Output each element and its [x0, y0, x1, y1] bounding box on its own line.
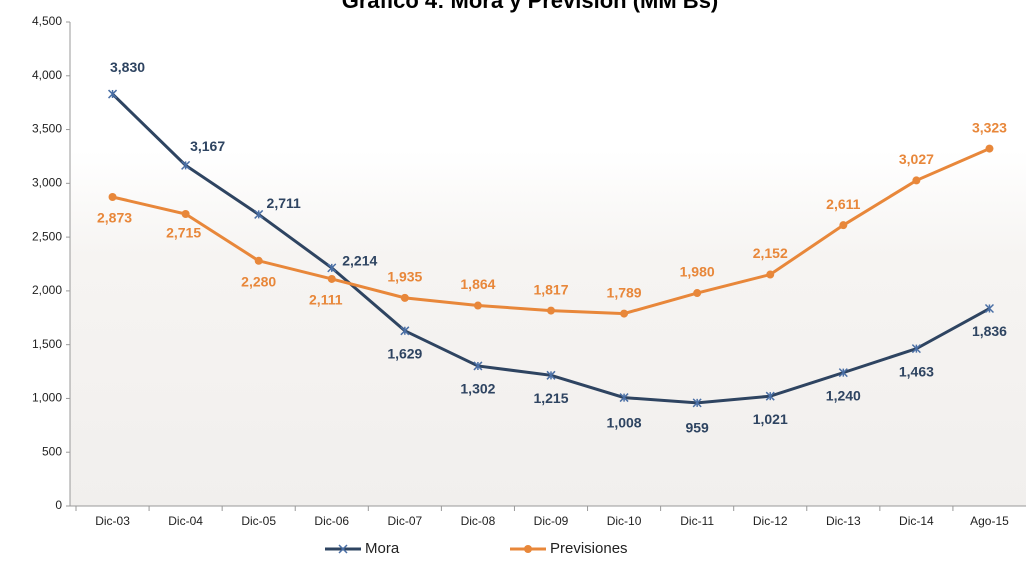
data-label: 2,711 — [267, 195, 301, 211]
legend-label: Previsiones — [550, 540, 628, 557]
data-point — [400, 326, 410, 336]
data-point — [181, 209, 190, 218]
data-point — [400, 293, 409, 302]
data-point — [912, 176, 921, 185]
data-label: 3,027 — [899, 151, 934, 167]
y-tick-label: 4,000 — [32, 68, 62, 82]
data-label: 2,280 — [241, 273, 276, 289]
data-label: 1,463 — [899, 363, 934, 379]
x-tick-label: Dic-14 — [899, 514, 934, 528]
data-point — [327, 263, 337, 273]
data-label: 1,629 — [387, 345, 422, 361]
y-tick-label: 2,000 — [32, 283, 62, 297]
data-point — [620, 309, 629, 318]
data-point — [108, 89, 118, 99]
data-point — [766, 270, 775, 279]
data-point — [327, 274, 336, 283]
y-tick-label: 1,000 — [32, 391, 62, 405]
data-label: 1,789 — [607, 284, 642, 300]
y-tick-label: 4,500 — [32, 14, 62, 28]
data-point — [765, 391, 775, 401]
data-label: 1,240 — [826, 387, 861, 403]
data-label: 1,302 — [460, 381, 495, 397]
chart-title: Gráfico 4: Mora y Previsión (MM Bs) — [342, 0, 719, 13]
x-tick-label: Dic-13 — [826, 514, 861, 528]
data-point — [693, 289, 702, 298]
data-point — [254, 209, 264, 219]
x-tick-label: Dic-04 — [168, 514, 203, 528]
data-label: 2,873 — [97, 210, 132, 226]
x-tick-label: Dic-06 — [314, 514, 349, 528]
x-tick-label: Dic-12 — [753, 514, 788, 528]
x-tick-label: Dic-11 — [680, 514, 714, 528]
x-tick-label: Dic-05 — [241, 514, 276, 528]
data-label: 1,935 — [387, 269, 422, 285]
y-tick-label: 3,000 — [32, 176, 62, 190]
data-label: 959 — [685, 420, 709, 436]
data-point — [547, 306, 555, 315]
x-tick-label: Dic-07 — [388, 514, 423, 528]
data-point — [254, 256, 263, 265]
data-point — [546, 370, 556, 380]
data-point — [985, 144, 994, 153]
data-label: 1,864 — [460, 276, 495, 292]
data-point — [108, 192, 117, 201]
y-tick-label: 3,500 — [32, 122, 62, 136]
data-point — [838, 368, 848, 378]
data-label: 2,611 — [826, 196, 860, 212]
data-point — [692, 398, 702, 408]
data-label: 3,830 — [110, 59, 145, 75]
data-point — [984, 303, 994, 314]
x-tick-label: Ago-15 — [970, 514, 1009, 528]
data-point — [181, 160, 191, 170]
data-label: 3,323 — [972, 119, 1007, 135]
data-label: 1,215 — [533, 390, 568, 406]
x-tick-label: Dic-10 — [607, 514, 642, 528]
data-label: 2,214 — [342, 253, 377, 269]
data-point — [473, 301, 482, 310]
legend-marker — [524, 545, 532, 553]
data-point — [839, 221, 848, 230]
x-tick-label: Dic-09 — [534, 514, 569, 528]
data-point — [473, 361, 483, 371]
y-tick-label: 500 — [42, 444, 62, 458]
x-tick-label: Dic-08 — [461, 514, 496, 528]
y-tick-label: 2,500 — [32, 229, 62, 243]
plot-background — [70, 150, 1026, 506]
data-label: 1,817 — [533, 281, 568, 297]
data-label: 1,980 — [680, 264, 715, 280]
legend-marker — [338, 544, 348, 554]
data-label: 2,715 — [166, 225, 201, 241]
y-tick-label: 1,500 — [32, 337, 62, 351]
data-label: 2,152 — [753, 245, 788, 261]
data-point — [911, 344, 921, 354]
x-tick-label: Dic-03 — [95, 514, 130, 528]
data-label: 1,021 — [753, 411, 788, 427]
data-label: 2,111 — [309, 292, 343, 308]
y-tick-label: 0 — [55, 498, 62, 512]
legend-label: Mora — [365, 540, 400, 557]
data-label: 1,008 — [607, 414, 642, 430]
data-label: 1,836 — [972, 323, 1007, 339]
data-point — [619, 393, 629, 403]
data-label: 3,167 — [190, 138, 225, 154]
